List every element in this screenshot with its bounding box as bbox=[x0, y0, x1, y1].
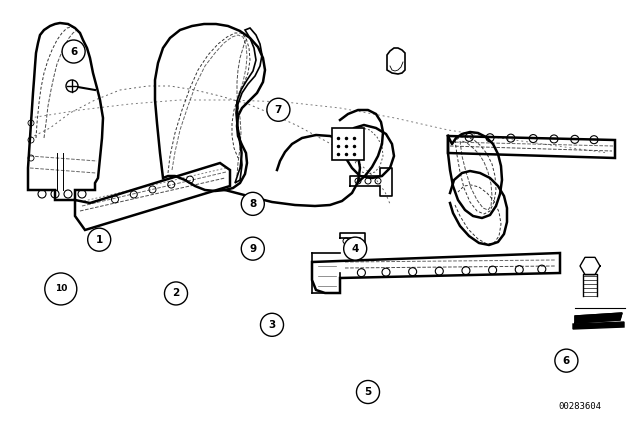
Text: 3: 3 bbox=[268, 320, 276, 330]
Circle shape bbox=[66, 80, 78, 92]
Text: 7: 7 bbox=[275, 105, 282, 115]
Polygon shape bbox=[573, 322, 624, 329]
Circle shape bbox=[241, 237, 264, 260]
Circle shape bbox=[260, 313, 284, 336]
Text: 4: 4 bbox=[351, 244, 359, 254]
Text: 10: 10 bbox=[54, 284, 67, 293]
Circle shape bbox=[62, 40, 85, 63]
Text: 00283604: 00283604 bbox=[559, 401, 602, 410]
Circle shape bbox=[344, 237, 367, 260]
Text: 6: 6 bbox=[563, 356, 570, 366]
Circle shape bbox=[241, 192, 264, 215]
Text: 8: 8 bbox=[249, 199, 257, 209]
Text: 1: 1 bbox=[95, 235, 103, 245]
Bar bbox=[332, 128, 364, 160]
Text: 2: 2 bbox=[172, 289, 180, 298]
Text: 6: 6 bbox=[70, 47, 77, 56]
Circle shape bbox=[267, 98, 290, 121]
Circle shape bbox=[555, 349, 578, 372]
Circle shape bbox=[356, 380, 380, 404]
Text: 9: 9 bbox=[249, 244, 257, 254]
Circle shape bbox=[164, 282, 188, 305]
Circle shape bbox=[45, 273, 77, 305]
Text: 5: 5 bbox=[364, 387, 372, 397]
Polygon shape bbox=[575, 313, 622, 323]
Circle shape bbox=[88, 228, 111, 251]
